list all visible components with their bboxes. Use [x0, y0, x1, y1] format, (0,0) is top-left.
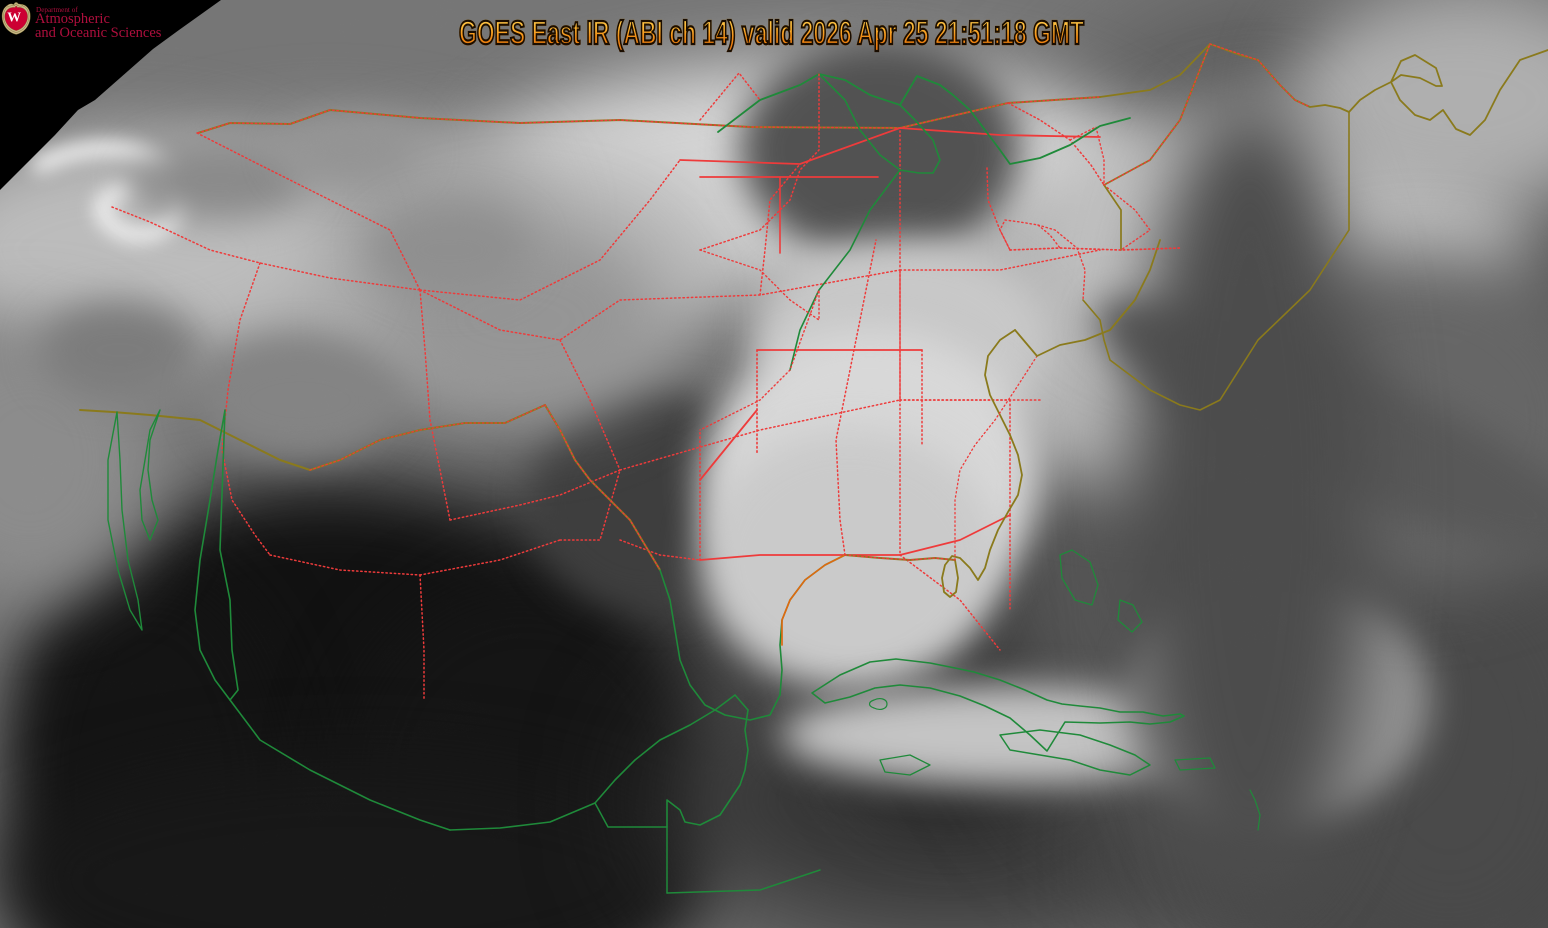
svg-text:W: W: [7, 10, 21, 25]
